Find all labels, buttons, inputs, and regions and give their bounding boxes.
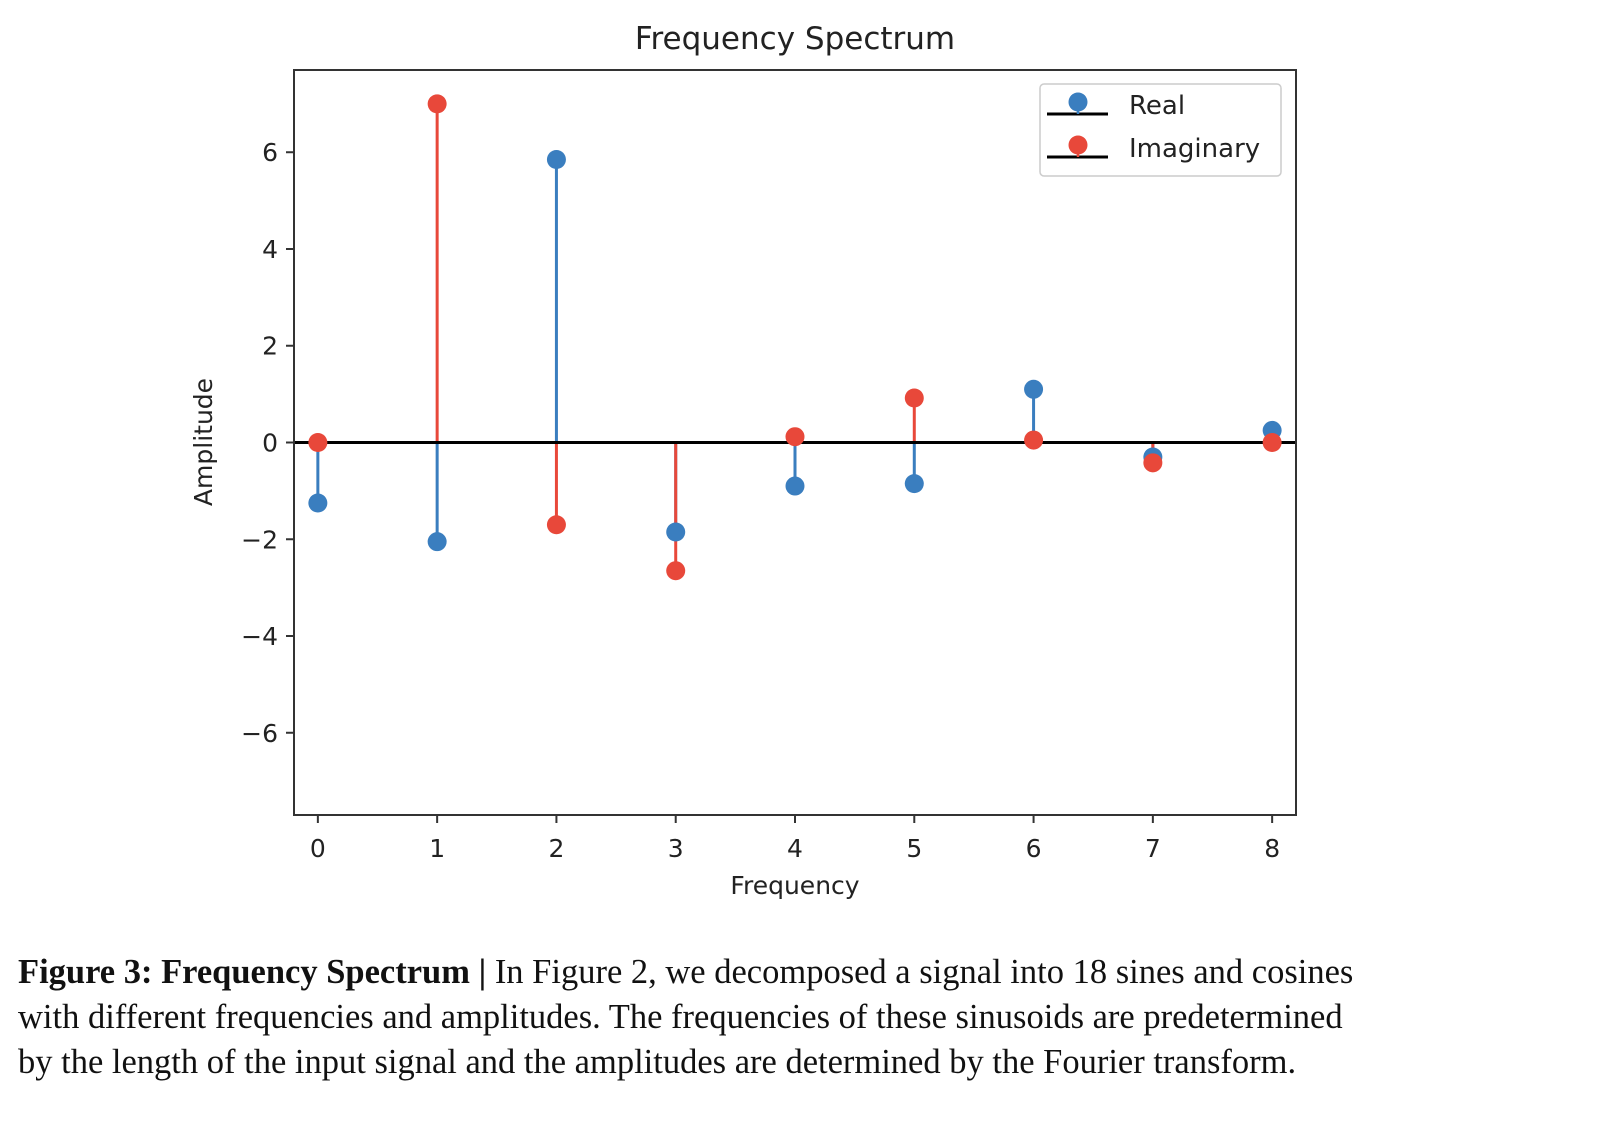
marker-real-5 (904, 474, 924, 494)
marker-real-0 (308, 493, 328, 513)
legend-imaginary-marker (1068, 135, 1088, 155)
y-tick-label: 2 (262, 332, 278, 361)
legend-frame (1039, 83, 1282, 177)
legend-label-real: Real (1129, 91, 1185, 121)
marker-imaginary-8 (1262, 433, 1282, 452)
marker-real-2 (546, 149, 566, 169)
chart-title: Frequency Spectrum (635, 21, 955, 57)
y-tick-label: 6 (262, 138, 278, 167)
x-tick-label: 6 (1026, 834, 1042, 863)
x-tick-label: 1 (429, 834, 445, 863)
legend-real-marker (1068, 92, 1088, 112)
x-tick-label: 8 (1264, 834, 1280, 863)
x-tick-label: 3 (668, 834, 684, 863)
caption-line-1: Figure 3: Frequency Spectrum | In Figure… (18, 950, 1588, 995)
marker-imaginary-4 (785, 427, 805, 447)
marker-real-4 (785, 476, 805, 496)
marker-imaginary-0 (308, 433, 328, 452)
plot-frame (293, 69, 1297, 816)
marker-imaginary-7 (1143, 453, 1163, 473)
marker-imaginary-3 (666, 561, 686, 581)
y-tick-label: 0 (262, 429, 278, 458)
legend-label-imaginary: Imaginary (1129, 134, 1260, 164)
y-axis-ticks: −6 −4 −2 0 2 4 6 (241, 138, 294, 748)
marker-imaginary-5 (904, 388, 924, 408)
marker-imaginary-1 (427, 94, 447, 114)
y-tick-label: 4 (262, 235, 278, 264)
y-axis-label: Amplitude (189, 378, 218, 506)
caption-text-1: In Figure 2, we decomposed a signal into… (486, 953, 1354, 991)
y-tick-label: −4 (241, 622, 278, 651)
y-tick-label: −2 (241, 525, 278, 554)
x-tick-label: 0 (310, 834, 326, 863)
x-tick-label: 5 (906, 834, 922, 863)
figure-caption: Figure 3: Frequency Spectrum | In Figure… (18, 950, 1588, 1085)
caption-line-3: by the length of the input signal and th… (18, 1043, 1297, 1081)
x-tick-label: 7 (1145, 834, 1161, 863)
marker-real-1 (427, 532, 447, 552)
marker-real-6 (1024, 379, 1044, 399)
caption-line-2: with different frequencies and amplitude… (18, 998, 1343, 1036)
x-tick-label: 2 (548, 834, 564, 863)
marker-imaginary-6 (1024, 430, 1044, 450)
marker-imaginary-2 (546, 515, 566, 535)
x-tick-label: 4 (787, 834, 803, 863)
caption-label: Figure 3: Frequency Spectrum | (18, 953, 487, 991)
x-axis-label: Frequency (730, 871, 859, 900)
marker-real-3 (666, 522, 686, 542)
y-tick-label: −6 (241, 719, 278, 748)
x-axis-ticks: 0 1 2 3 4 5 6 7 8 (310, 815, 1280, 863)
legend: Real Imaginary (1039, 83, 1282, 177)
markers-layer (308, 94, 1282, 581)
